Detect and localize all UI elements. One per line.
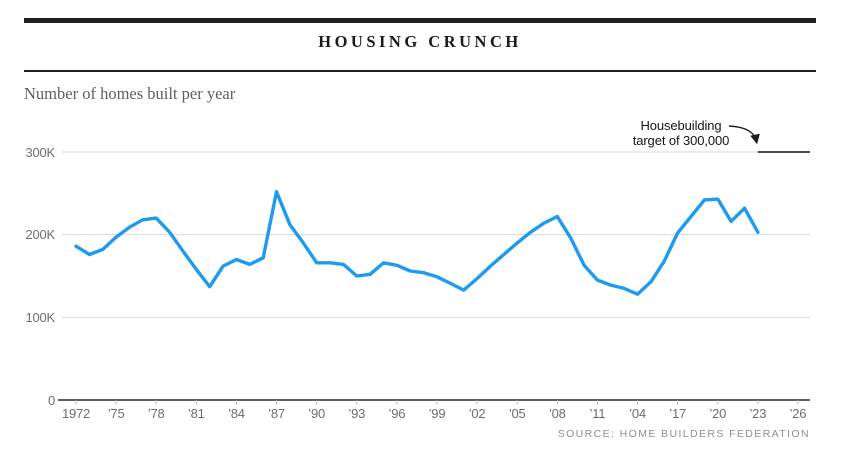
masthead-bar [24, 18, 816, 23]
target-annotation-line1: Housebuilding [640, 118, 722, 133]
y-axis-label: 300K [25, 144, 55, 160]
y-axis-label: 0 [47, 392, 55, 408]
x-axis-label: ’26 [789, 406, 807, 421]
x-axis-label: ’90 [308, 406, 326, 421]
x-axis-label: ’17 [669, 406, 687, 421]
annotation-arrow-icon [728, 125, 760, 145]
target-annotation: Housebuilding target of 300,000 [597, 118, 765, 148]
x-axis-label: ’78 [147, 406, 165, 421]
source-credit: SOURCE: HOME BUILDERS FEDERATION [557, 428, 810, 440]
x-axis-label: ’04 [629, 406, 646, 421]
x-axis-label: ’99 [428, 406, 446, 421]
y-axis-label: 100K [25, 309, 55, 325]
x-axis-label: ’81 [187, 406, 205, 421]
x-axis-label: ’75 [107, 406, 125, 421]
x-axis-label: ’93 [348, 406, 366, 421]
chart-line [74, 189, 760, 296]
x-axis-label: ’11 [589, 406, 606, 421]
x-axis-label: ’08 [548, 406, 566, 421]
x-axis-label: 1972 [61, 406, 91, 421]
chart-title: HOUSING CRUNCH [318, 32, 522, 51]
x-axis-label: ’02 [468, 406, 486, 421]
x-axis-label: ’96 [388, 406, 406, 421]
chart-subtitle: Number of homes built per year [24, 84, 236, 103]
y-axis-label: 200K [25, 227, 55, 243]
x-axis-label: ’23 [749, 406, 767, 421]
x-axis-label: ’05 [508, 406, 526, 421]
x-axis-label: ’87 [268, 406, 285, 421]
x-axis-label: ’84 [228, 406, 245, 421]
x-axis-label: ’20 [709, 406, 727, 421]
target-annotation-line2: target of 300,000 [632, 132, 730, 148]
title-rule [24, 70, 816, 72]
